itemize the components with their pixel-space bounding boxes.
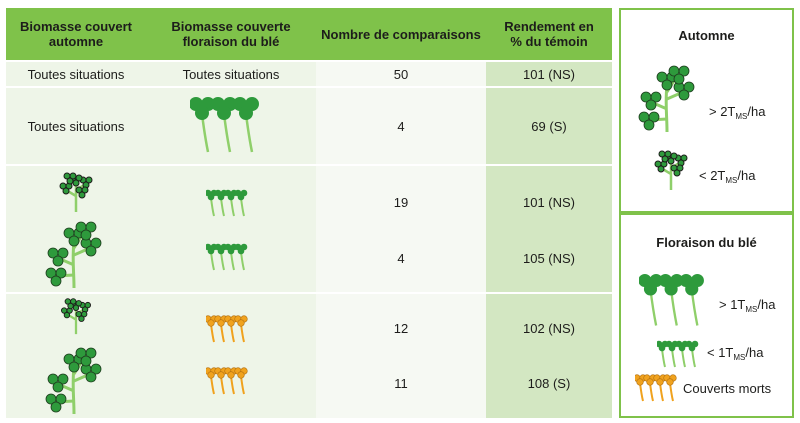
legend-autumn-high: > 2TMS/ha [709,104,765,121]
group3-autumn [6,294,146,418]
dead-cover-icon [635,373,679,403]
group3-flowering [146,294,316,418]
header-biomass-flowering: Biomasse couverte floraison du blé [146,8,316,60]
dead-cover-icon [206,314,250,344]
legend-flowering-high: > 1TMS/ha [719,297,775,314]
row1-comparisons: 50 [316,62,486,86]
legend-autumn-high-prefix: > 2T [709,104,736,119]
legend-flowering-dead: Couverts morts [683,381,772,396]
row4-yield: 105 (NS) [522,250,576,266]
legend-flowering: Floraison du blé > 1TMS/ha < 1TMS/ha Cou… [619,213,794,418]
legend-flowering-title: Floraison du blé [656,235,757,250]
legend-flowering-high-sub: MS [745,305,758,314]
clover-plant-small-icon [56,296,96,336]
row2-autumn: Toutes situations [6,88,146,164]
legend-autumn-low: < 2TMS/ha [699,168,755,185]
clover-plant-large-icon [44,346,104,416]
dead-cover-icon [206,366,250,396]
row1-flowering: Toutes situations [146,62,316,86]
group2-comparisons [316,166,486,292]
row4-comparisons: 4 [397,250,405,266]
green-cover-large-icon [190,96,262,160]
row3-comparisons: 19 [393,194,409,210]
legend-flowering-high-suffix: /ha [757,297,776,312]
legend-autumn-low-sub: MS [725,176,738,185]
legend-autumn: Automne > 2TMS/ha < 2TMS/ha [619,8,794,213]
row5-yield: 102 (NS) [522,320,576,336]
group3-yield [486,294,612,418]
legend-autumn-high-sub: MS [735,112,748,121]
clover-plant-small-icon [56,170,96,214]
row6-comparisons: 11 [394,375,408,391]
row1-yield: 101 (NS) [486,62,612,86]
row3-yield: 101 (NS) [522,194,576,210]
legend-autumn-low-suffix: /ha [737,168,756,183]
header-yield: Rendement en % du témoin [486,8,612,60]
legend-flowering-low-prefix: < 1T [707,345,734,360]
legend-flowering-low-suffix: /ha [745,345,764,360]
row6-yield: 108 (S) [527,375,571,391]
legend-autumn-title: Automne [678,28,735,43]
group3-comparisons [316,294,486,418]
green-cover-small-icon [657,339,701,369]
group2-autumn [6,166,146,292]
row2-flowering [146,88,316,164]
clover-plant-large-icon [44,220,104,290]
row2-comparisons: 4 [316,88,486,164]
legend-autumn-low-prefix: < 2T [699,168,726,183]
legend-flowering-low-sub: MS [733,353,746,362]
clover-plant-large-icon [637,64,697,134]
header-comparisons: Nombre de comparaisons [316,8,486,60]
legend-autumn-high-suffix: /ha [747,104,766,119]
green-cover-small-icon [206,242,250,272]
row1-autumn: Toutes situations [6,62,146,86]
row2-yield: 69 (S) [486,88,612,164]
row5-comparisons: 12 [393,320,409,336]
header-biomass-autumn: Biomasse couvert automne [6,8,146,60]
legend-flowering-low: < 1TMS/ha [707,345,763,362]
group2-yield [486,166,612,292]
legend-flowering-high-prefix: > 1T [719,297,746,312]
clover-plant-small-icon [651,148,691,192]
green-cover-small-icon [206,188,250,218]
green-cover-large-icon [639,273,707,333]
group2-flowering [146,166,316,292]
